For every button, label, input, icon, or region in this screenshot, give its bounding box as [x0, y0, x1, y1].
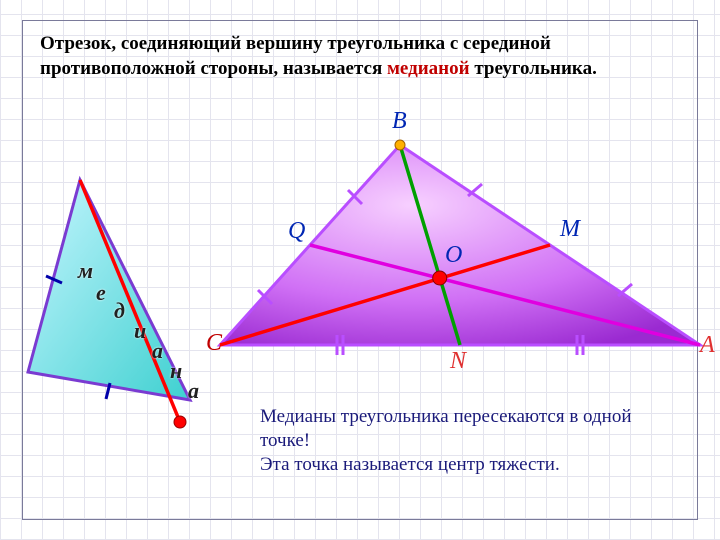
caption-text: Медианы треугольника пересекаются в одно…: [260, 405, 680, 476]
caption-line2: Эта точка называется центр тяжести.: [260, 454, 560, 475]
median-letter-2: д: [114, 298, 125, 324]
median-letter-0: м: [78, 258, 93, 284]
label-A: A: [700, 332, 715, 359]
median-letter-5: н: [170, 358, 182, 384]
label-B: В: [392, 108, 407, 135]
caption-line1: Медианы треугольника пересекаются в одно…: [260, 406, 632, 451]
label-N: N: [450, 348, 466, 375]
label-Q: Q: [288, 218, 305, 245]
median-letter-1: е: [96, 280, 106, 306]
label-O: O: [445, 242, 462, 269]
median-letter-4: а: [152, 338, 163, 364]
label-M: M: [560, 216, 580, 243]
label-C: С: [206, 330, 222, 357]
median-letter-6: а: [188, 378, 199, 404]
median-letter-3: и: [134, 318, 146, 344]
